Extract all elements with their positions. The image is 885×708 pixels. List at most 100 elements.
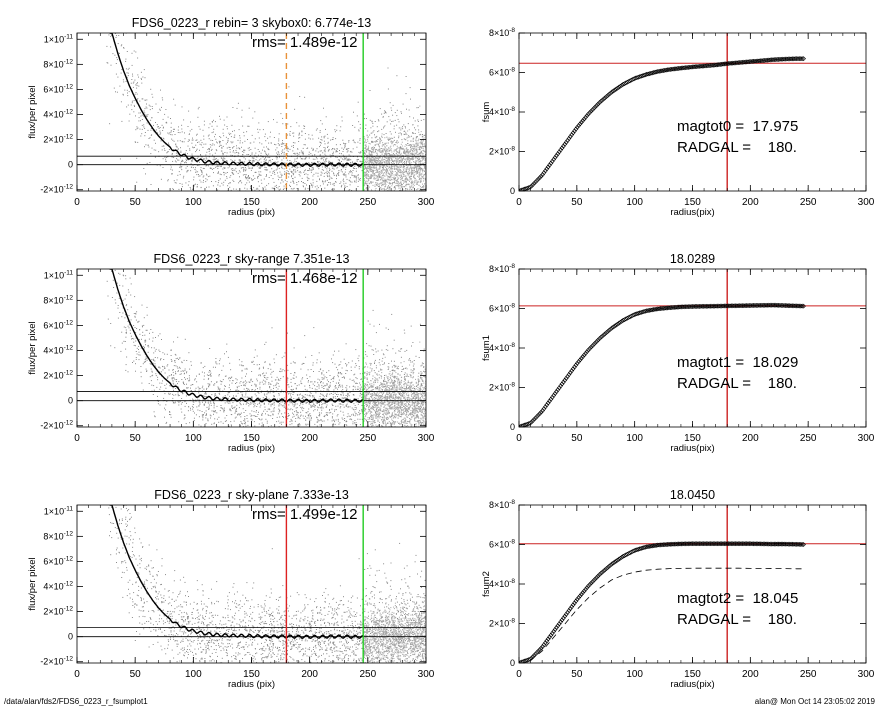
scatter-point: [273, 137, 275, 138]
scatter-point: [337, 159, 339, 161]
scatter-point: [317, 195, 318, 196]
scatter-point: [252, 161, 254, 163]
scatter-point: [288, 176, 290, 178]
scatter-point: [218, 172, 219, 174]
scatter-point: [305, 169, 306, 171]
growth-point: [703, 63, 709, 69]
scatter-point: [368, 156, 370, 158]
scatter-point: [157, 132, 159, 134]
scatter-point: [260, 167, 261, 169]
scatter-point: [150, 129, 152, 131]
scatter-point: [208, 148, 210, 150]
scatter-point: [377, 144, 379, 146]
scatter-point: [271, 187, 273, 189]
growth-point: [592, 104, 598, 110]
scatter-point: [310, 369, 312, 370]
scatter-point: [270, 161, 272, 163]
scatter-point: [202, 129, 204, 131]
scatter-point: [359, 178, 361, 179]
scatter-point: [397, 159, 399, 161]
scatter-point: [267, 203, 268, 204]
scatter-point: [395, 389, 397, 391]
scatter-point: [258, 166, 260, 168]
scatter-point: [371, 163, 373, 165]
scatter-point: [239, 142, 241, 144]
scatter-point: [380, 188, 382, 190]
scatter-point: [340, 201, 341, 202]
scatter-point: [377, 158, 379, 159]
scatter-point: [300, 414, 302, 416]
scatter-point: [387, 157, 389, 159]
scatter-point: [305, 356, 307, 358]
scatter-point: [235, 378, 237, 380]
scatter-point: [379, 146, 380, 148]
scatter-point: [407, 172, 408, 174]
scatter-point: [149, 105, 151, 107]
scatter-point: [287, 123, 289, 125]
scatter-point: [365, 153, 366, 155]
scatter-point: [410, 182, 412, 184]
scatter-point: [199, 128, 201, 130]
scatter-point: [385, 161, 387, 163]
scatter-point: [420, 181, 422, 183]
scatter-point: [369, 150, 370, 152]
scatter-point: [314, 186, 316, 188]
scatter-point: [402, 162, 404, 164]
scatter-point: [119, 312, 121, 313]
scatter-point: [370, 147, 372, 149]
scatter-point: [214, 159, 216, 161]
scatter-point: [307, 381, 309, 383]
chart-panel-1: 0 50 100 150 200 250 300-2×10-1202×10-124×10-1…: [27, 16, 435, 229]
scatter-point: [329, 182, 331, 184]
scatter-point: [409, 195, 410, 196]
scatter-point: [319, 185, 321, 187]
scatter-point: [346, 151, 348, 153]
scatter-point: [351, 190, 353, 191]
scatter-point: [307, 170, 309, 171]
scatter-point: [383, 227, 384, 228]
scatter-point: [180, 370, 182, 372]
scatter-point: [339, 165, 341, 167]
scatter-point: [209, 167, 211, 169]
scatter-point: [399, 200, 400, 201]
scatter-point: [365, 158, 367, 160]
scatter-point: [420, 371, 422, 373]
scatter-point: [245, 177, 247, 178]
scatter-point: [399, 217, 400, 218]
scatter-point: [392, 228, 393, 229]
scatter-point: [201, 174, 203, 176]
scatter-point: [253, 159, 255, 161]
scatter-point: [418, 168, 420, 170]
scatter-point: [171, 173, 173, 175]
scatter-point: [391, 173, 392, 175]
scatter-point: [276, 121, 278, 123]
growth-point: [706, 63, 712, 68]
scatter-point: [401, 178, 403, 180]
scatter-point: [416, 151, 418, 153]
scatter-point: [179, 166, 181, 168]
scatter-point: [222, 128, 224, 130]
scatter-point: [322, 169, 324, 171]
scatter-point: [151, 347, 153, 349]
scatter-point: [171, 138, 173, 140]
scatter-point: [137, 74, 139, 76]
scatter-point: [257, 149, 259, 150]
scatter-point: [350, 171, 352, 173]
scatter-point: [407, 150, 408, 152]
growth-point: [685, 64, 691, 70]
scatter-point: [420, 152, 422, 154]
scatter-point: [205, 165, 207, 167]
scatter-point: [304, 183, 306, 184]
scatter-point: [141, 114, 143, 116]
scatter-point: [415, 146, 417, 147]
scatter-point: [375, 159, 377, 161]
scatter-point: [327, 141, 329, 143]
growth-point: [677, 65, 683, 71]
growth-point: [542, 168, 548, 174]
scatter-point: [366, 188, 368, 190]
scatter-point: [375, 166, 377, 168]
scatter-point: [208, 186, 210, 188]
scatter-point: [177, 148, 179, 150]
scatter-point: [363, 152, 365, 154]
scatter-point: [244, 140, 246, 142]
